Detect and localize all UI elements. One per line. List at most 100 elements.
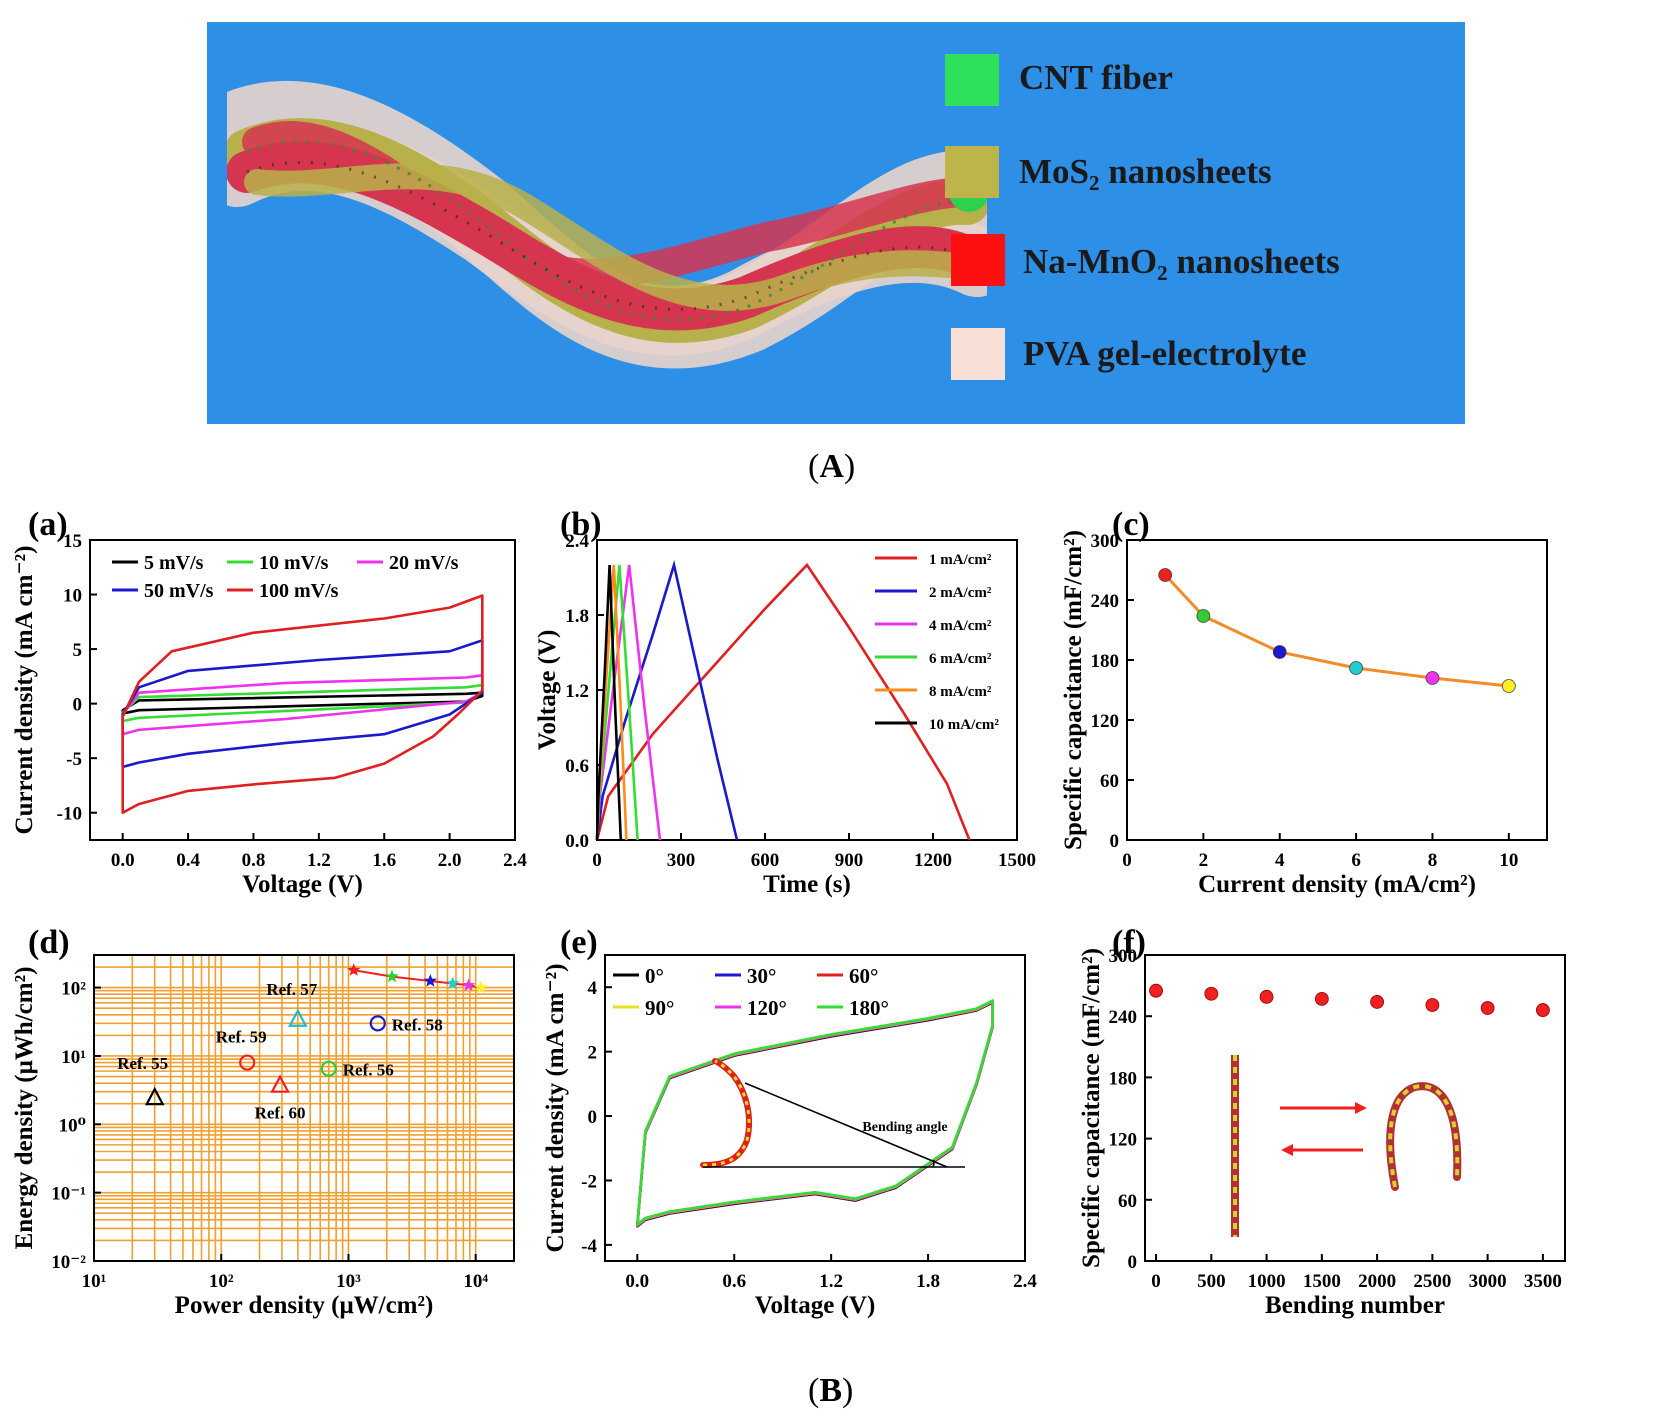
y-tick-label: 1.2 bbox=[565, 681, 589, 702]
x-tick-label: 1.2 bbox=[819, 1271, 843, 1292]
bending-inset bbox=[1231, 1055, 1462, 1237]
x-tick-label: 10² bbox=[209, 1271, 234, 1292]
x-tick-label: 0.8 bbox=[242, 850, 266, 871]
plot-frame bbox=[93, 954, 515, 1262]
y-axis-label: Current density (mA cm⁻²) bbox=[542, 964, 569, 1253]
caption-panel-a: (A) bbox=[808, 448, 856, 485]
x-tick-label: 4 bbox=[1275, 850, 1285, 871]
stability-point bbox=[1425, 998, 1440, 1012]
y-tick-label: 10¹ bbox=[61, 1047, 86, 1068]
x-tick-label: 2.0 bbox=[438, 850, 462, 871]
legend-label: 2 mA/cm² bbox=[929, 585, 992, 601]
stability-point bbox=[1535, 1003, 1550, 1017]
y-tick-label: 0 bbox=[1110, 831, 1120, 852]
y-axis-label: Energy density (μWh/cm²) bbox=[11, 967, 38, 1250]
x-tick-label: 1.6 bbox=[372, 850, 396, 871]
y-tick-label: 5 bbox=[73, 640, 83, 661]
y-tick-label: 120 bbox=[1091, 711, 1120, 732]
legend-label: 20 mV/s bbox=[389, 552, 459, 574]
this-work-star bbox=[462, 978, 476, 991]
y-tick-label: 300 bbox=[1109, 946, 1138, 967]
y-tick-label: 2.4 bbox=[565, 531, 589, 552]
panel-label-d: (d) bbox=[28, 924, 70, 961]
cv-curve bbox=[121, 639, 484, 769]
panel-label-e: (e) bbox=[560, 924, 598, 961]
gcd-curve bbox=[595, 562, 971, 841]
legend-label-pva: PVA gel-electrolyte bbox=[1023, 334, 1307, 373]
stability-point bbox=[1149, 983, 1163, 998]
x-tick-label: 1200 bbox=[914, 850, 952, 871]
plot-frame bbox=[1126, 539, 1548, 841]
inset-tangent bbox=[744, 1082, 948, 1168]
this-work-star bbox=[347, 963, 361, 976]
legend-label-namno2: Na-MnO₂ nanosheets bbox=[1023, 242, 1340, 281]
grid-lines bbox=[93, 954, 515, 1262]
y-axis-label: Specific capacitance (mF/cm²) bbox=[1078, 948, 1105, 1268]
ref-marker-triangle bbox=[144, 1086, 165, 1106]
y-tick-label: 0 bbox=[588, 1107, 598, 1128]
bent-fiber-red bbox=[700, 1058, 753, 1168]
ref-marker-triangle bbox=[270, 1074, 290, 1093]
ref-label: Ref. 60 bbox=[255, 1104, 306, 1123]
y-tick-label: 10⁻¹ bbox=[51, 1184, 86, 1205]
ref-label: Ref. 56 bbox=[343, 1061, 394, 1080]
ref-label: Ref. 57 bbox=[266, 980, 317, 999]
y-tick-label: 10² bbox=[61, 979, 86, 1000]
x-axis-label: Bending number bbox=[1265, 1292, 1445, 1319]
capacitance-point bbox=[1158, 568, 1173, 582]
y-tick-label: 60 bbox=[1100, 771, 1119, 792]
legend-label: 10 mV/s bbox=[259, 552, 329, 574]
plot-frame bbox=[1144, 954, 1566, 1262]
ref-marker-circle bbox=[320, 1060, 337, 1077]
x-axis-label: Power density (μW/cm²) bbox=[175, 1292, 434, 1319]
legend-swatch-mos2 bbox=[945, 146, 999, 198]
x-tick-label: 10³ bbox=[336, 1271, 361, 1292]
panel-label-f: (f) bbox=[1112, 924, 1146, 961]
legend-label-mos2: MoS₂ nanosheets bbox=[1019, 152, 1272, 191]
legend-label: 180° bbox=[849, 996, 889, 1020]
y-tick-label: 240 bbox=[1091, 591, 1120, 612]
x-tick-label: 0.6 bbox=[722, 1271, 746, 1292]
x-tick-label: 2.4 bbox=[1013, 1271, 1037, 1292]
legend-label: 8 mA/cm² bbox=[929, 684, 992, 700]
x-axis-label: Voltage (V) bbox=[755, 1292, 876, 1319]
x-tick-label: 10¹ bbox=[82, 1271, 107, 1292]
ref-label: Ref. 55 bbox=[117, 1054, 168, 1073]
y-tick-label: 10 bbox=[63, 586, 82, 607]
cv-curve bbox=[121, 691, 484, 715]
x-tick-label: 0 bbox=[1122, 850, 1132, 871]
x-tick-label: 1.8 bbox=[916, 1271, 940, 1292]
chart-a-cv-curves: 0.0 0.4 0.8 1.2 1.6 2.0 2.4 -10 -5 0 5 10 15 Voltage … bbox=[11, 531, 527, 898]
bending-cv-curve bbox=[636, 999, 994, 1226]
x-tick-label: 500 bbox=[1197, 1271, 1226, 1292]
caption-panel-b: (B) bbox=[808, 1372, 854, 1409]
x-tick-label: 2.4 bbox=[503, 850, 527, 871]
legend-label: 5 mV/s bbox=[144, 552, 204, 574]
x-tick-label: 0.0 bbox=[111, 850, 135, 871]
y-tick-label: 300 bbox=[1091, 531, 1120, 552]
gcd-curve bbox=[595, 564, 623, 841]
y-tick-label: 0.0 bbox=[565, 831, 589, 852]
stability-point bbox=[1259, 989, 1274, 1004]
capacitance-point bbox=[1425, 671, 1440, 685]
capacitance-point bbox=[1501, 679, 1516, 693]
legend-label: 10 mA/cm² bbox=[929, 717, 999, 733]
y-tick-label: 2 bbox=[588, 1043, 598, 1064]
x-tick-label: 6 bbox=[1351, 850, 1361, 871]
capacitance-point bbox=[1272, 645, 1287, 659]
legend-swatch-cnt-fiber bbox=[945, 54, 999, 106]
y-tick-label: 180 bbox=[1109, 1068, 1138, 1089]
this-work-star bbox=[423, 974, 437, 987]
legend-label: 90° bbox=[645, 996, 674, 1020]
y-tick-label: 240 bbox=[1109, 1007, 1138, 1028]
y-tick-label: -4 bbox=[581, 1236, 597, 1257]
x-tick-label: 1.2 bbox=[307, 850, 331, 871]
legend-label: 120° bbox=[747, 996, 787, 1020]
y-tick-label: 1.8 bbox=[565, 606, 589, 627]
y-tick-label: 15 bbox=[63, 531, 82, 552]
chart-e-bending-cv: 0.0 0.6 1.2 1.8 2.4 -4 -2 0 2 4 Voltage (V) Current… bbox=[542, 954, 1037, 1319]
legend-label: 100 mV/s bbox=[259, 580, 339, 602]
plot-frame bbox=[89, 539, 516, 841]
legend-label-cnt-fiber: CNT fiber bbox=[1019, 58, 1173, 97]
this-work-star bbox=[446, 976, 460, 990]
